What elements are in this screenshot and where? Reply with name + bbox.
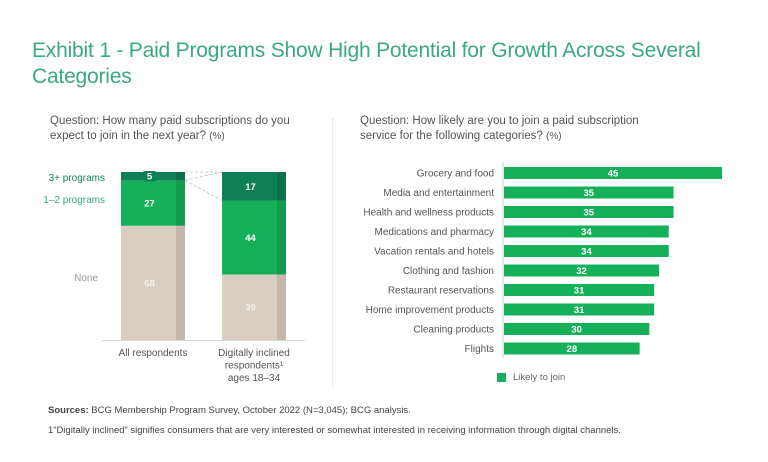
legend-label: Likely to join xyxy=(513,372,566,383)
left-question-unit: (%) xyxy=(209,131,225,142)
series-label: None xyxy=(74,273,98,284)
sources: Sources: BCG Membership Program Survey, … xyxy=(48,405,411,416)
value-label: 68 xyxy=(144,278,155,289)
bar-value-label: 32 xyxy=(576,266,587,277)
category-label: Home improvement products xyxy=(366,305,494,316)
left-question-text: Question: How many paid subscriptions do… xyxy=(50,115,290,142)
connector-line xyxy=(184,180,223,201)
value-label: 39 xyxy=(245,303,256,314)
bar-segment-shade xyxy=(277,274,286,340)
right-question: Question: How likely are you to join a p… xyxy=(360,114,660,144)
bar-value-label: 28 xyxy=(567,344,578,355)
bar xyxy=(504,342,640,355)
legend-swatch xyxy=(497,373,506,382)
right-question-unit: (%) xyxy=(546,131,562,142)
bar xyxy=(504,323,650,335)
bar-segment-shade xyxy=(277,200,286,275)
bar-value-label: 31 xyxy=(574,305,585,316)
bar-segment-2 xyxy=(222,172,277,201)
bar-value-label: 34 xyxy=(581,247,592,258)
category-label: Vacation rentals and hotels xyxy=(374,247,494,258)
category-label: Flights xyxy=(465,344,494,355)
bar xyxy=(504,303,655,316)
value-label: 5 xyxy=(147,172,153,183)
category-label: Clothing and fashion xyxy=(403,266,494,277)
bar-value-label: 35 xyxy=(583,208,594,219)
bar-value-label: 45 xyxy=(608,169,619,180)
bar-value-label: 34 xyxy=(581,227,592,238)
bar xyxy=(504,167,722,179)
category-label: Digitally inclined xyxy=(218,348,290,359)
value-label: 17 xyxy=(245,182,256,193)
bar-value-label: 30 xyxy=(571,325,582,336)
footnote: 1“Digitally inclined” signifies consumer… xyxy=(48,425,621,436)
bar-segment-1 xyxy=(222,200,277,275)
category-label: All respondents xyxy=(119,348,188,359)
bar-segment-shade xyxy=(277,172,286,201)
category-label: Grocery and food xyxy=(417,169,494,180)
bar-segment-shade xyxy=(176,172,185,181)
category-label: Restaurant reservations xyxy=(388,286,494,297)
bar-segment-0 xyxy=(121,225,176,340)
bar-value-label: 31 xyxy=(574,286,585,297)
panel-divider xyxy=(332,118,333,388)
value-label-bg xyxy=(143,171,156,182)
bar xyxy=(504,245,669,257)
bar-value-label: 35 xyxy=(583,188,594,199)
category-label: Health and wellness products xyxy=(363,208,494,219)
category-label: respondents¹ xyxy=(225,361,284,372)
bar xyxy=(504,284,655,296)
bar-segment-shade xyxy=(176,225,185,340)
bar-segment-0 xyxy=(222,274,277,340)
bar-segment-shade xyxy=(176,180,185,226)
connector-line xyxy=(184,171,223,181)
category-label: Cleaning products xyxy=(413,325,494,336)
bar xyxy=(504,264,660,277)
bar xyxy=(504,225,669,238)
sources-label: Sources: xyxy=(48,405,89,416)
sources-text: BCG Membership Program Survey, October 2… xyxy=(91,405,411,416)
bar xyxy=(504,186,674,199)
right-question-text: Question: How likely are you to join a p… xyxy=(360,115,639,142)
legend: Likely to join xyxy=(497,372,565,383)
left-question: Question: How many paid subscriptions do… xyxy=(50,114,310,144)
bar-segment-1 xyxy=(121,180,176,226)
category-label: Media and entertainment xyxy=(383,188,494,199)
series-label: 1–2 programs xyxy=(43,195,105,206)
value-label: 44 xyxy=(245,233,256,244)
category-label: Medications and pharmacy xyxy=(374,227,494,238)
exhibit-title: Exhibit 1 - Paid Programs Show High Pote… xyxy=(32,39,701,88)
value-label: 27 xyxy=(144,199,155,210)
category-label: ages 18–34 xyxy=(228,373,281,384)
bar xyxy=(504,206,674,218)
series-label: 3+ programs xyxy=(49,173,105,184)
